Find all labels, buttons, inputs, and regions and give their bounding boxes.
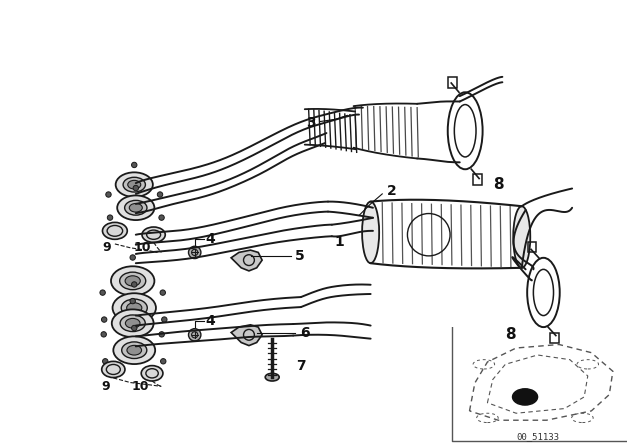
Ellipse shape <box>113 293 156 323</box>
Text: 00_51133: 00_51133 <box>516 432 559 441</box>
Circle shape <box>132 162 137 168</box>
Circle shape <box>100 290 106 295</box>
Circle shape <box>130 255 136 260</box>
Circle shape <box>101 332 106 337</box>
Circle shape <box>108 215 113 220</box>
Circle shape <box>160 290 166 295</box>
Circle shape <box>513 389 538 405</box>
Text: 6: 6 <box>300 326 310 340</box>
Ellipse shape <box>141 366 163 381</box>
Ellipse shape <box>123 177 145 192</box>
Circle shape <box>189 329 201 341</box>
Circle shape <box>159 332 164 337</box>
Ellipse shape <box>116 172 153 197</box>
Circle shape <box>133 185 138 191</box>
Ellipse shape <box>265 373 279 381</box>
Text: 10: 10 <box>133 241 151 254</box>
Ellipse shape <box>111 266 154 296</box>
Ellipse shape <box>120 315 145 332</box>
Text: 7: 7 <box>296 358 306 373</box>
Text: 8: 8 <box>505 327 515 342</box>
Circle shape <box>106 192 111 197</box>
Ellipse shape <box>121 299 147 317</box>
Ellipse shape <box>129 203 142 212</box>
Ellipse shape <box>120 272 146 290</box>
Ellipse shape <box>127 303 142 313</box>
Circle shape <box>157 192 163 197</box>
Text: 9: 9 <box>103 241 111 254</box>
Text: 1: 1 <box>335 235 344 250</box>
Circle shape <box>132 282 137 287</box>
Ellipse shape <box>125 276 140 286</box>
Text: 9: 9 <box>101 380 110 393</box>
Circle shape <box>189 246 201 258</box>
Ellipse shape <box>362 202 379 263</box>
Circle shape <box>162 317 167 322</box>
Circle shape <box>159 215 164 220</box>
Text: 2: 2 <box>387 184 396 198</box>
Circle shape <box>102 358 108 364</box>
Ellipse shape <box>128 181 141 189</box>
Ellipse shape <box>142 227 165 242</box>
Ellipse shape <box>125 319 140 328</box>
Circle shape <box>161 358 166 364</box>
Text: 4: 4 <box>205 232 215 246</box>
Text: 10: 10 <box>132 380 149 393</box>
Ellipse shape <box>117 195 154 220</box>
Ellipse shape <box>113 336 155 364</box>
Ellipse shape <box>102 362 125 378</box>
Text: 3: 3 <box>306 116 316 130</box>
Ellipse shape <box>112 310 154 337</box>
Ellipse shape <box>122 342 147 358</box>
Ellipse shape <box>127 345 141 355</box>
Text: 5: 5 <box>295 249 305 263</box>
Text: 4: 4 <box>205 314 215 328</box>
Ellipse shape <box>513 206 531 268</box>
Circle shape <box>130 298 136 304</box>
Circle shape <box>102 317 107 322</box>
Polygon shape <box>231 250 262 271</box>
Ellipse shape <box>125 200 147 215</box>
Circle shape <box>132 325 137 331</box>
Polygon shape <box>231 325 262 345</box>
Ellipse shape <box>102 222 127 239</box>
Text: 8: 8 <box>493 177 504 192</box>
